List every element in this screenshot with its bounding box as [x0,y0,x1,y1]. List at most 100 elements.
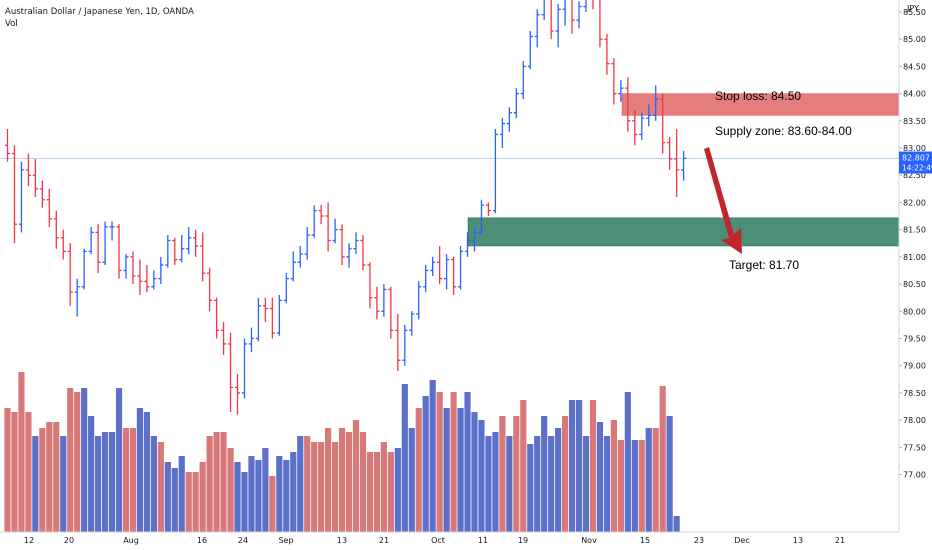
volume-bar [373,452,381,532]
volume-bar [74,392,81,532]
price-tick-label: 83.50 [903,117,926,126]
volume-bar [304,436,311,532]
ohlc-bar [81,248,87,290]
ohlc-bar [11,145,18,244]
volume-bar [408,428,415,532]
ohlc-bar [632,109,638,146]
ohlc-bar [416,281,422,320]
volume-bar [164,462,171,532]
ohlc-bar [248,327,255,353]
ohlc-bar [550,0,554,40]
price-axis[interactable]: 77.00 77.50 78.00 78.50 79.00 79.50 80.00 80.50… [899,4,926,480]
ohlc-bar [583,0,587,12]
supply-zone-label: Supply zone: 83.60-84.00 [715,124,852,138]
volume-bar [513,416,520,532]
volume-bar [596,422,604,532]
price-tick-label: 85.00 [903,35,926,44]
ohlc-bar [18,161,25,233]
ohlc-bar [625,77,631,132]
price-tick-label: 78.50 [903,389,926,398]
ohlc-bar [255,297,262,342]
target-label: Target: 81.70 [729,258,800,272]
volume-bar [46,422,53,532]
ohlc-bar [513,88,519,119]
symbol-title[interactable]: Australian Dollar / Japanese Yen, 1D, OA… [5,7,194,17]
ohlc-bar [332,218,338,244]
volume-bar [603,436,611,532]
volume-bar [394,448,401,532]
ohlc-bar [290,251,296,282]
volume-bar [652,428,659,532]
price-tick-label: 84.00 [903,90,926,99]
price-tick-label: 81.50 [903,226,926,235]
ohlc-bar [346,243,352,268]
ohlc-bar [109,221,115,241]
ohlc-bar [639,112,645,140]
volume-bar [122,428,130,532]
stop-loss-label: Stop loss: 84.50 [715,89,802,103]
price-tick-label: 79.50 [903,334,926,343]
ohlc-bar [102,221,108,266]
ohlc-bar [576,1,582,29]
volume-bar [25,412,32,532]
bar-countdown: 14:22:49 [902,164,932,173]
volume-bar [631,440,638,532]
volume-bar [11,412,18,532]
ohlc-bar [158,256,164,285]
ohlc-bar [269,297,275,339]
volume-indicator-label[interactable]: Vol [5,19,18,29]
zones [0,93,900,247]
ohlc-bar [520,60,526,100]
volume-bar [387,452,394,532]
time-tick-label: 21 [835,536,845,545]
volume-bar [318,442,325,532]
volume-bar [492,432,499,532]
volume-bar [248,456,255,532]
ohlc-bar [618,80,624,102]
price-tick-label: 77.00 [903,471,926,480]
volume-bar [617,440,624,532]
ohlc-bar [262,297,268,323]
volume-bar [325,428,332,532]
currency-label: JPY [906,4,919,13]
volume-bar [297,436,304,532]
ohlc-bar [200,232,206,282]
ohlc-bar [653,85,659,121]
ohlc-bar [388,286,394,339]
time-tick-label: Nov [581,536,597,545]
ohlc-bar [353,232,359,255]
time-tick-label: 23 [694,536,704,545]
volume-bar [506,436,513,532]
ohlc-bar [360,235,366,271]
volume-bar [485,436,492,532]
volume-bar [81,388,88,532]
ohlc-bar [471,226,478,252]
volume-bar [471,412,478,532]
time-axis[interactable]: 12 20 Aug 16 24 Sep 13 21 Oct 11 19 Nov 15 23 Dec 13 21 [24,536,845,545]
ohlc-bar [534,9,540,48]
time-tick-label: 16 [197,536,207,545]
ohlc-bar [402,324,408,366]
volume-bar [436,392,443,532]
ohlc-bar [304,226,310,260]
ohlc-bar [318,205,324,225]
ohlc-bar [67,243,73,306]
volume-bar [206,436,213,532]
ohlc-bar [193,229,199,257]
ohlc-bar [116,224,122,279]
ohlc-bar [32,158,38,197]
ohlc-bar [207,267,213,312]
ohlc-bar [571,0,575,34]
price-tick-label: 85.50 [903,8,926,17]
ohlc-bar [562,0,566,26]
ohlc-bar [423,265,429,293]
time-tick-label: 12 [24,536,34,545]
volume-bar [415,408,422,532]
ohlc-bar [60,229,66,260]
ohlc-bar [123,254,129,279]
ohlc-bar [46,188,52,227]
volume-bar [101,432,109,532]
price-tick-label: 80.00 [903,307,926,316]
